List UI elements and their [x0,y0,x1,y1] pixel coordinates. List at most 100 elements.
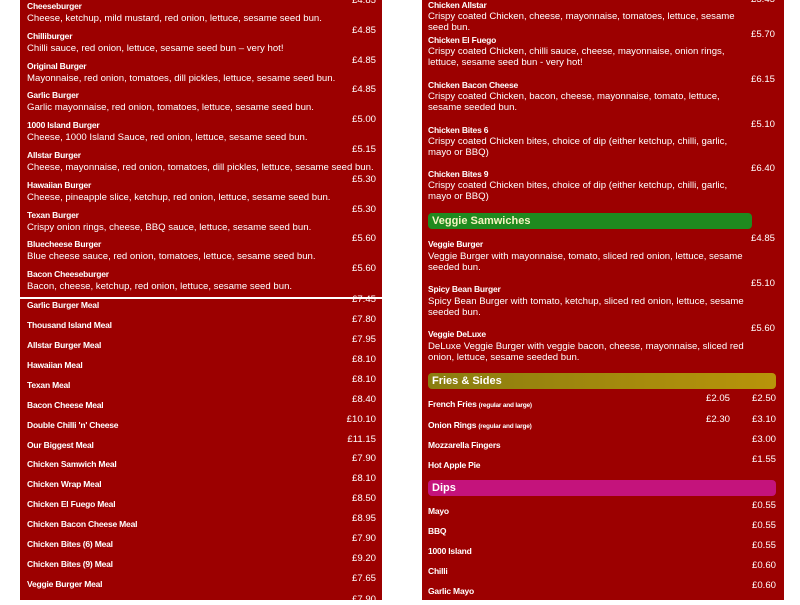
item-price: £5.60 [351,233,376,245]
item-desc: Crispy coated Chicken, cheese, mayonnais… [428,11,735,33]
item-name-text: Mozzarella Fingers [428,440,501,450]
meal-name: Bacon Cheese Meal [27,399,104,410]
item-name: Garlic Mayo [428,586,474,597]
item-price: £5.60 [351,263,376,275]
item-name: Cheeseburger [27,1,82,11]
item-desc: Garlic mayonnaise, red onion, tomatoes, … [27,102,314,114]
section-header: Veggie Samwiches [428,213,752,229]
item-name: Allstar Burger [27,150,81,160]
item-name: Chicken Allstar [428,0,487,10]
item-desc: Chilli sauce, red onion, lettuce, sesame… [27,42,284,54]
item-price: £5.30 [351,173,376,185]
item-price: £2.05 [705,393,730,404]
item-name: Chicken Bacon Cheese [428,80,519,90]
item-name-text: Mayo [428,506,449,516]
meal-name: Allstar Burger Meal [27,339,102,350]
right-panel [422,0,784,600]
item-price: £3.00 [751,434,776,445]
item-price: £3.10 [751,414,776,425]
item-name: Chicken Bites 9 [428,169,489,179]
meal-name: Veggie Burger Meal [27,579,103,590]
item-price: £5.00 [351,114,376,126]
item-desc: Cheese, ketchup, mild mustard, red onion… [27,13,322,24]
item-name: Chicken Bites 6 [428,125,489,135]
item-name: Mozzarella Fingers [428,440,501,451]
item-price: £2.30 [705,414,730,425]
item-name: Chilliburger [27,30,73,41]
meal-price: £11.15 [347,433,376,445]
item-name: Original Burger [27,60,87,71]
item-price: £6.40 [750,163,775,174]
meal-price: £7.90 [351,453,376,465]
item-desc: Mayonnaise, red onion, tomatoes, dill pi… [27,72,336,84]
item-name: Onion Rings (regular and large) [428,420,532,432]
item-price: £5.30 [351,203,376,215]
meal-price: £8.10 [351,473,376,485]
item-price: £5.15 [351,144,376,155]
item-name: BBQ [428,526,447,537]
item-price: £5.70 [750,29,775,40]
meal-name: Hawaiian Meal [27,359,83,370]
section-header: Fries & Sides [428,373,776,389]
item-name: Chicken El Fuego [428,35,497,45]
meal-price: £8.95 [351,513,376,525]
item-price: £0.60 [751,580,776,591]
item-desc: Crispy coated Chicken bites, choice of d… [428,180,728,202]
item-name-text: Chilli [428,566,448,576]
item-name-text: 1000 Island [428,546,472,556]
item-name: Chilli [428,566,448,577]
item-name: Hot Apple Pie [428,460,481,471]
meal-name: Double Chilli 'n' Cheese [27,419,119,430]
meal-price: £8.10 [351,373,376,385]
item-name: Texan Burger [27,209,79,220]
item-note: (regular and large) [478,423,532,430]
item-name: Bacon Cheeseburger [27,269,109,280]
item-desc: Blue cheese sauce, red onion, tomatoes, … [27,251,316,263]
meal-price: £8.50 [351,493,376,505]
item-name-text: Veggie DeLuxe [428,329,486,339]
meal-name: Thousand Island Meal [27,319,112,330]
item-price: £4.85 [351,0,376,6]
item-name: 1000 Island [428,546,472,557]
meal-price: £8.40 [351,393,376,405]
item-price: £4.85 [351,24,376,36]
item-name: French Fries (regular and large) [428,399,532,411]
item-price: £2.50 [751,393,776,404]
meal-price: £7.65 [351,573,376,585]
item-desc: Cheese, pineapple slice, ketchup, red on… [27,191,331,203]
meal-name: Chicken Bacon Cheese Meal [27,519,138,530]
divider [20,297,382,299]
item-desc: Crispy coated Chicken, bacon, cheese, ma… [428,91,720,113]
left-panel [20,0,382,600]
meal-name: Chicken Samwich Meal [27,459,117,470]
item-desc: Cheese, 1000 Island Sauce, red onion, le… [27,132,308,144]
item-price: £5.10 [750,278,775,289]
item-name: 1000 Island Burger [27,120,100,131]
item-desc: Spicy Bean Burger with tomato, ketchup, … [428,296,744,318]
item-name-text: French Fries [428,399,477,409]
item-note: (regular and large) [478,402,532,409]
item-price: £5.60 [750,323,775,334]
item-price: £5.10 [750,119,775,130]
item-name-text: Garlic Mayo [428,586,474,596]
item-desc: Crispy onion rings, cheese, BBQ sauce, l… [27,221,312,233]
item-name-text: Onion Rings [428,420,477,430]
section-header: Dips [428,480,776,496]
item-desc: Cheese, mayonnaise, red onion, tomatoes,… [27,162,374,173]
item-price: £6.15 [750,74,775,85]
item-desc: DeLuxe Veggie Burger with veggie bacon, … [428,341,744,363]
meal-name: Garlic Burger Meal [27,300,99,310]
item-name: Hawaiian Burger [27,179,92,190]
meal-name: Chicken Bites (9) Meal [27,559,113,570]
item-name-text: BBQ [428,526,447,536]
item-price: £4.85 [750,233,775,244]
item-name-text: Hot Apple Pie [428,460,481,470]
meal-name: Our Biggest Meal [27,439,94,450]
item-name-text: Veggie Burger [428,239,484,249]
item-desc: Crispy coated Chicken, chilli sauce, che… [428,46,725,68]
item-name: Garlic Burger [27,90,79,101]
item-price: £4.85 [351,54,376,66]
meal-price: £9.20 [351,553,376,565]
item-name: Mayo [428,506,449,517]
item-price: £0.55 [751,500,776,511]
